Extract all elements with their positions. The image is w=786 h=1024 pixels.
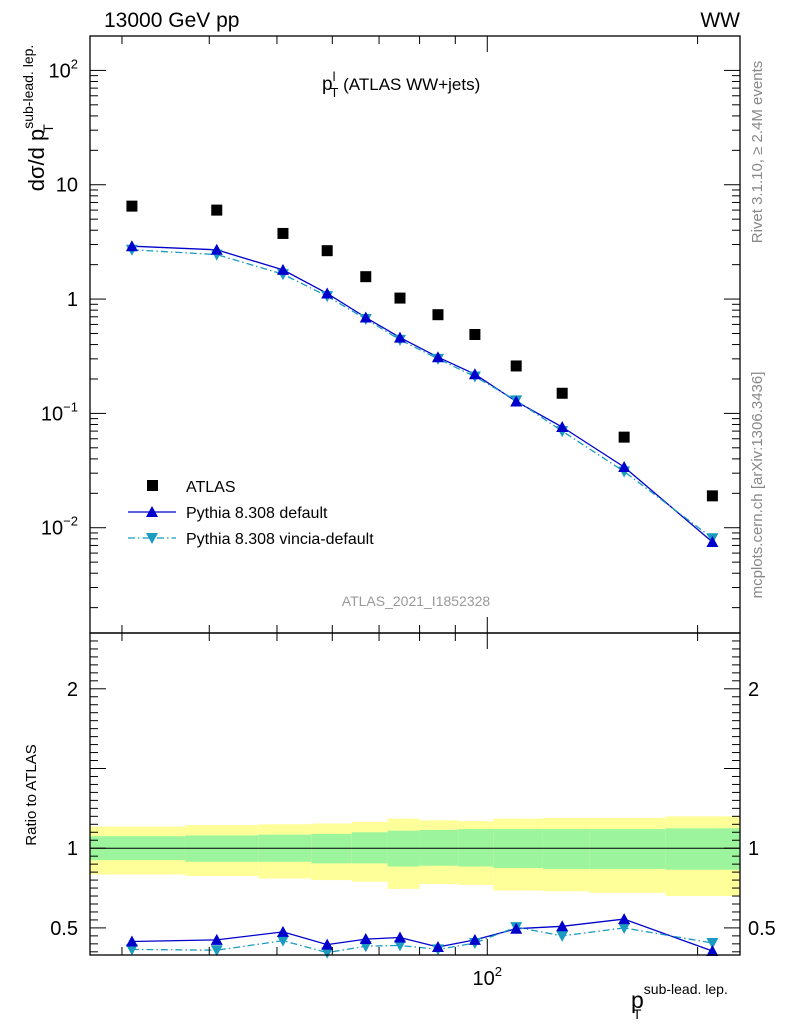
data-point-default bbox=[468, 368, 481, 380]
main-y-tick-label: 10−2 bbox=[41, 514, 78, 540]
ratio-point-default bbox=[618, 913, 631, 925]
legend-marker-default bbox=[146, 506, 158, 517]
ratio-line-vincia bbox=[131, 926, 713, 954]
plot-title-sub: T bbox=[330, 85, 338, 100]
ratio-point-default bbox=[431, 941, 444, 953]
plot-frames bbox=[89, 35, 741, 956]
ratio-point-vincia bbox=[556, 930, 569, 942]
ratio-point-default bbox=[125, 935, 138, 947]
data-point-default bbox=[556, 421, 569, 433]
ratio-point-default bbox=[276, 925, 289, 937]
data-point-default bbox=[125, 240, 138, 252]
ratio-point-vincia bbox=[706, 938, 719, 950]
ratio-y-label: Ratio to ATLAS bbox=[23, 744, 40, 845]
x-axis-label: psub-lead. lep. T bbox=[631, 981, 728, 1022]
data-point-default bbox=[276, 263, 289, 275]
series-layer bbox=[125, 200, 719, 959]
data-point-atlas bbox=[556, 387, 568, 399]
ratio-point-vincia bbox=[125, 944, 138, 956]
data-point-atlas bbox=[126, 200, 138, 212]
ratio-point-vincia bbox=[276, 935, 289, 947]
ratio-point-default bbox=[210, 933, 223, 945]
mcplots-credit: mcplots.cern.ch [arXiv:1306.3436] bbox=[749, 372, 766, 599]
data-point-atlas bbox=[618, 431, 630, 443]
header-right: WW bbox=[700, 9, 740, 32]
x-axis-label-sup: sub-lead. lep. bbox=[644, 981, 728, 997]
main-y-label: dσ/d psub-lead. lep. T bbox=[20, 45, 56, 192]
data-point-atlas bbox=[394, 292, 406, 304]
x-axis-label-main: p bbox=[631, 987, 644, 1013]
data-point-default bbox=[359, 311, 372, 323]
main-y-tick-label: 10−1 bbox=[41, 399, 78, 425]
legend: ATLAS Pythia 8.308 default Pythia 8.308 … bbox=[128, 479, 374, 548]
x-tick-label: 102 bbox=[473, 964, 502, 990]
plot-title-rest: (ATLAS WW+jets) bbox=[338, 75, 480, 94]
main-y-tick-label: 1 bbox=[67, 289, 78, 311]
ratio-y-tick-label-right: 1 bbox=[748, 838, 759, 860]
ratio-y-tick-label: 1 bbox=[67, 838, 78, 860]
plot-title-sup: l bbox=[333, 69, 336, 84]
ratio-point-default bbox=[468, 933, 481, 945]
ratio-point-default bbox=[321, 938, 334, 950]
data-point-default bbox=[210, 243, 223, 255]
ratio-point-default bbox=[556, 920, 569, 932]
data-point-atlas bbox=[277, 227, 289, 239]
legend-label-vincia: Pythia 8.308 vincia-default bbox=[186, 531, 374, 548]
ratio-point-vincia bbox=[618, 922, 631, 934]
main-y-label-sub: T bbox=[40, 124, 56, 133]
axis-labels: 10−2 10−1 1 10 102 0.5 0.5 1 1 2 2 102 bbox=[41, 56, 776, 990]
ratio-y-tick-label: 0.5 bbox=[50, 918, 78, 940]
band-inner-bin bbox=[589, 829, 666, 869]
data-point-default bbox=[510, 395, 523, 407]
ratio-point-default bbox=[706, 945, 719, 957]
data-point-default bbox=[706, 536, 719, 548]
data-point-default bbox=[393, 331, 406, 343]
ratio-y-tick-label-right: 0.5 bbox=[748, 918, 776, 940]
main-y-tick-label: 102 bbox=[49, 56, 78, 82]
x-axis-label-sub: T bbox=[633, 1006, 642, 1022]
plot-title-main: p bbox=[322, 74, 333, 95]
data-point-atlas bbox=[321, 245, 333, 257]
main-y-label-sup: sub-lead. lep. bbox=[20, 45, 36, 129]
data-point-default bbox=[321, 287, 334, 299]
data-point-atlas bbox=[432, 309, 444, 321]
ratio-point-default bbox=[393, 931, 406, 943]
ratio-point-vincia bbox=[210, 945, 223, 957]
rivet-version: Rivet 3.1.10, ≥ 2.4M events bbox=[749, 61, 766, 244]
data-point-atlas bbox=[510, 360, 522, 372]
main-y-tick-label: 10 bbox=[56, 175, 78, 197]
analysis-id: ATLAS_2021_I1852328 bbox=[342, 593, 491, 609]
legend-label-atlas: ATLAS bbox=[186, 479, 236, 496]
legend-label-default: Pythia 8.308 default bbox=[186, 505, 328, 522]
data-point-atlas bbox=[469, 328, 481, 340]
data-point-default bbox=[431, 351, 444, 363]
band-inner-bin bbox=[542, 829, 590, 869]
legend-marker-vincia bbox=[146, 533, 158, 544]
band-inner-bin bbox=[665, 828, 740, 870]
legend-marker-atlas bbox=[147, 480, 158, 491]
header-left: 13000 GeV pp bbox=[104, 9, 239, 32]
series-line-vincia bbox=[131, 249, 713, 539]
ratio-line-default bbox=[131, 918, 713, 952]
data-point-default bbox=[618, 460, 631, 472]
ratio-point-default bbox=[510, 922, 523, 934]
data-point-atlas bbox=[706, 490, 718, 502]
data-point-atlas bbox=[211, 204, 223, 216]
ratio-point-default bbox=[359, 933, 372, 945]
main-y-label-prefix: dσ/d p bbox=[24, 129, 49, 192]
axis-ticks bbox=[90, 35, 740, 955]
ratio-plot-frame bbox=[89, 632, 741, 956]
plot-title: pl T (ATLAS WW+jets) bbox=[322, 69, 480, 100]
uncertainty-bands bbox=[90, 816, 740, 897]
ratio-y-tick-label: 2 bbox=[67, 679, 78, 701]
ratio-point-vincia bbox=[321, 947, 334, 959]
ratio-point-vincia bbox=[393, 940, 406, 952]
ratio-y-tick-label-right: 2 bbox=[748, 679, 759, 701]
series-line-default bbox=[131, 245, 713, 543]
data-point-atlas bbox=[360, 271, 372, 283]
